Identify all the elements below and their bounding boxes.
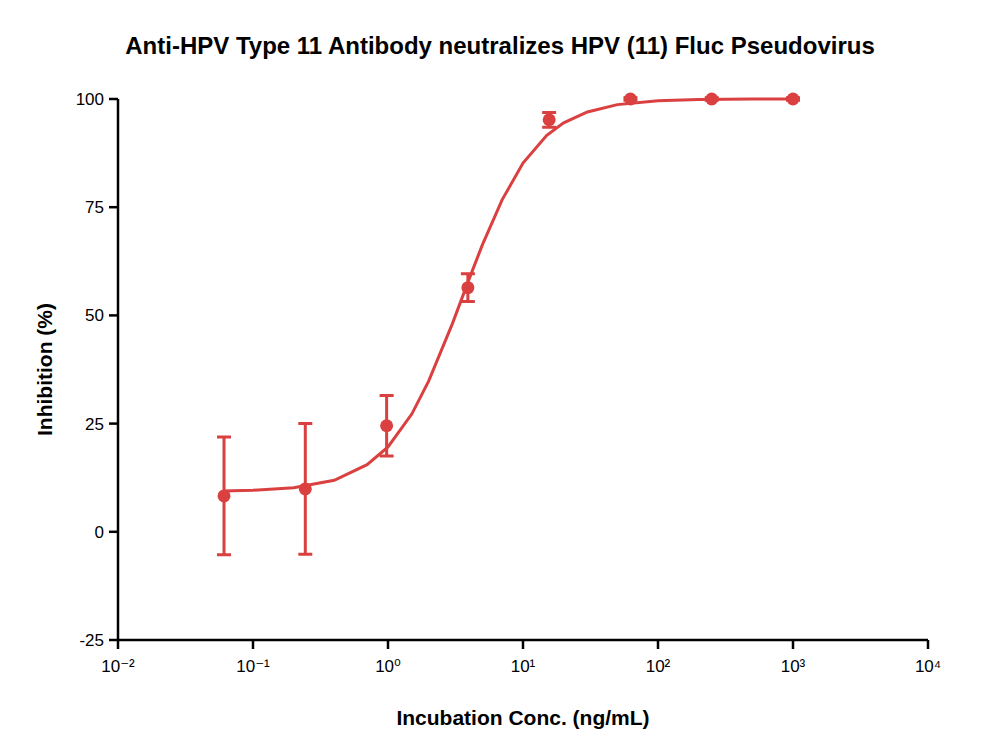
y-tick-label: 100 <box>76 90 104 109</box>
y-tick-label: 50 <box>85 306 104 325</box>
y-tick <box>109 422 118 425</box>
x-tick-label: 10⁴ <box>915 657 941 676</box>
y-tick <box>109 98 118 101</box>
point <box>380 419 393 432</box>
y-tick-label: 0 <box>95 523 104 542</box>
x-axis-label: Incubation Conc. (ng/mL) <box>396 706 649 729</box>
plot-area <box>217 93 800 555</box>
y-tick <box>109 314 118 317</box>
y-tick-label: 75 <box>85 198 104 217</box>
y-axis-label: Inhibition (%) <box>33 303 56 436</box>
x-tick <box>387 640 390 649</box>
error-bar <box>298 424 312 555</box>
x-tick <box>252 640 255 649</box>
x-tick <box>117 640 120 649</box>
x-tick-label: 10⁰ <box>375 657 401 676</box>
x-tick-label: 10² <box>646 657 671 676</box>
y-tick-label: -25 <box>79 631 104 650</box>
x-tick-label: 10⁻² <box>101 657 135 676</box>
y-tick-label: 25 <box>85 415 104 434</box>
x-tick <box>657 640 660 649</box>
y-tick <box>109 531 118 534</box>
point <box>543 113 556 126</box>
fit-curve <box>223 99 793 491</box>
error-bar <box>542 112 556 127</box>
x-tick <box>522 640 525 649</box>
error-bar <box>217 437 231 555</box>
chart: Anti-HPV Type 11 Antibody neutralizes HP… <box>0 0 1000 756</box>
y-axis <box>117 99 120 640</box>
y-tick <box>109 639 118 642</box>
x-tick <box>792 640 795 649</box>
title: Anti-HPV Type 11 Antibody neutralizes HP… <box>125 32 875 59</box>
y-tick <box>109 206 118 209</box>
x-tick-label: 10¹ <box>511 657 536 676</box>
x-tick <box>927 640 930 649</box>
x-tick-label: 10³ <box>781 657 806 676</box>
x-tick-label: 10⁻¹ <box>236 657 270 676</box>
